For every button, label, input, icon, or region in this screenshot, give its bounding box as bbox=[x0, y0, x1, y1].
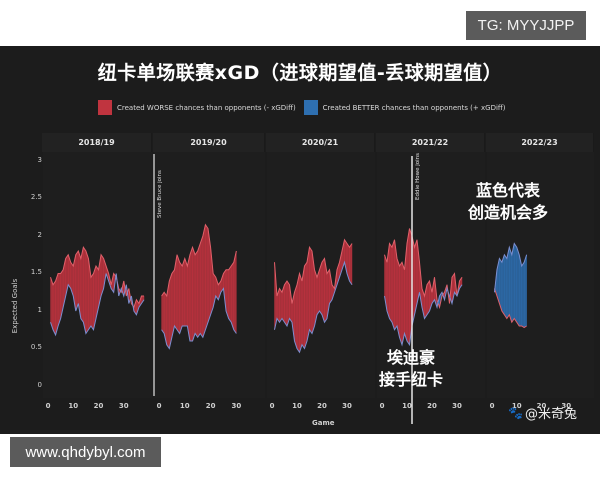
xtick: 0 bbox=[489, 402, 495, 410]
tg-badge: TG: MYYJJPP bbox=[466, 11, 586, 40]
xtick: 0 bbox=[156, 402, 162, 410]
legend-item-better: Created BETTER chances than opponents (+… bbox=[303, 100, 506, 115]
paw-icon: 🐾 bbox=[508, 405, 523, 420]
facet-strip-2022-23: 2022/23 bbox=[486, 133, 594, 152]
chart-title: 纽卡单场联赛xGD（进球期望值-丢球期望值） bbox=[97, 62, 503, 84]
xtick: 30 bbox=[452, 402, 462, 410]
xtick: 10 bbox=[292, 402, 302, 410]
x-axis-label: Game bbox=[312, 419, 335, 427]
legend-label-worse: Created WORSE chances than opponents (- … bbox=[117, 103, 296, 112]
ytick: 1.5 bbox=[30, 268, 42, 276]
watermark: 🐾 @米奇兔 bbox=[508, 403, 577, 423]
ytick: 1 bbox=[37, 306, 42, 314]
xtick: 0 bbox=[269, 402, 275, 410]
ytick: 2 bbox=[37, 231, 42, 239]
facet-strip-2018-19: 2018/19 bbox=[42, 133, 152, 152]
xtick: 20 bbox=[93, 402, 104, 410]
ytick: 3 bbox=[37, 156, 42, 164]
annotation-eddie-note: 埃迪豪 接手纽卡 bbox=[366, 347, 456, 391]
xtick: 10 bbox=[68, 402, 79, 410]
xtick: 20 bbox=[536, 402, 547, 410]
xtick: 30 bbox=[231, 402, 242, 410]
xtick: 20 bbox=[427, 402, 437, 410]
steve-bruce-label: Steve Bruce joins bbox=[157, 170, 163, 218]
ytick: 0.5 bbox=[30, 343, 42, 351]
legend-swatch-blue bbox=[303, 100, 318, 115]
xtick: 0 bbox=[45, 402, 51, 410]
legend: Created WORSE chances than opponents (- … bbox=[98, 100, 509, 115]
facet-strip-2020-21: 2020/21 bbox=[266, 133, 375, 152]
xtick: 20 bbox=[205, 402, 216, 410]
annotation-text: 创造机会多 bbox=[467, 203, 548, 222]
xtick: 0 bbox=[379, 402, 385, 410]
ytick: 2.5 bbox=[30, 193, 42, 201]
ytick: 0 bbox=[37, 381, 42, 389]
chart-panel: 纽卡单场联赛xGD（进球期望值-丢球期望值） Created WORSE cha… bbox=[0, 46, 600, 434]
legend-label-better: Created BETTER chances than opponents (+… bbox=[322, 103, 506, 112]
annotation-text: 接手纽卡 bbox=[378, 370, 443, 389]
chart-plot-area bbox=[43, 152, 594, 424]
eddie-howe-label: Eddie Howe joins bbox=[415, 152, 421, 200]
xtick: 30 bbox=[118, 402, 129, 410]
xtick: 30 bbox=[342, 402, 352, 410]
xtick: 30 bbox=[561, 402, 572, 410]
legend-swatch-red bbox=[98, 100, 112, 115]
annotation-text: 蓝色代表 bbox=[475, 181, 540, 200]
annotation-blue-note: 蓝色代表 创造机会多 bbox=[448, 180, 568, 224]
facet-strip-2019-20: 2019/20 bbox=[153, 133, 265, 152]
watermark-text: @米奇兔 bbox=[524, 407, 577, 422]
annotation-text: 埃迪豪 bbox=[386, 348, 435, 367]
facet-strip-2021-22: 2021/22 bbox=[376, 133, 485, 152]
xtick: 20 bbox=[317, 402, 327, 410]
xtick: 10 bbox=[511, 402, 522, 410]
legend-item-worse: Created WORSE chances than opponents (- … bbox=[98, 100, 296, 115]
xtick: 10 bbox=[179, 402, 190, 410]
xtick: 10 bbox=[402, 402, 412, 410]
url-badge: www.qhdybyl.com bbox=[10, 437, 161, 467]
